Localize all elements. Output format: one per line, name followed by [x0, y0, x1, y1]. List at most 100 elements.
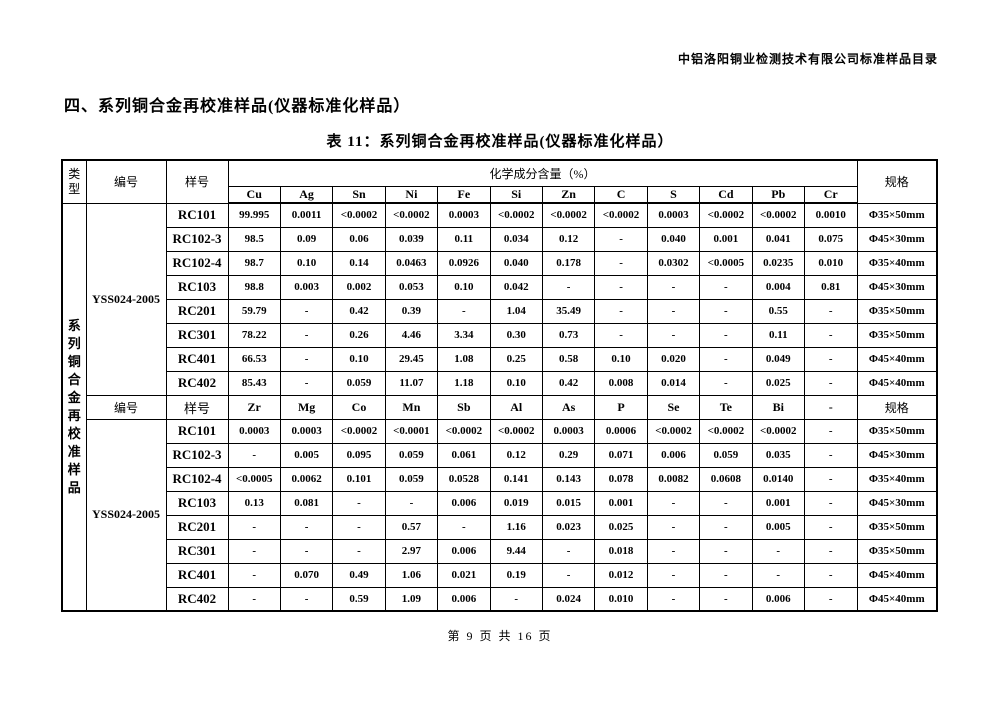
value-cell: -	[699, 346, 753, 372]
value-cell: -	[751, 562, 805, 588]
value-cell: -	[699, 370, 753, 396]
value-cell: 0.0463	[384, 250, 439, 276]
value-cell: 0.020	[646, 346, 701, 372]
table-body: 类 型编号 样号 化学成分含量（%） 规格 Cu Ag Sn Ni Fe Si Zn C S Cd Pb Cr…	[61, 159, 938, 612]
value-cell: 0.024	[541, 586, 596, 612]
value-cell: -	[227, 538, 281, 564]
value-cell: 0.06	[332, 226, 386, 252]
sample-id-cell: RC102-3	[165, 226, 229, 252]
value-cell: 0.0082	[646, 466, 701, 492]
value-cell: -	[594, 274, 648, 300]
value-cell: 0.014	[646, 370, 701, 396]
sample-id-cell: RC301	[165, 322, 229, 348]
corner-header: 中铝洛阳铜业检测技术有限公司标准样品目录	[677, 52, 938, 66]
sample-id-cell: RC101	[165, 202, 229, 228]
type-label-char: 系	[67, 317, 81, 333]
value-cell: 0.0010	[803, 202, 858, 228]
value-cell: 0.004	[751, 274, 805, 300]
value-cell: 0.141	[489, 466, 543, 492]
value-cell: -	[437, 298, 491, 324]
id-header-cell: 编号	[85, 394, 167, 420]
value-cell: 0.039	[384, 226, 439, 252]
value-cell: 0.015	[541, 490, 596, 516]
composition-table: 类 型编号 样号 化学成分含量（%） 规格 Cu Ag Sn Ni Fe Si Zn C S Cd Pb Cr…	[61, 159, 938, 612]
type-label-char: 铜	[67, 353, 81, 369]
value-cell: -	[594, 322, 648, 348]
value-cell: 0.070	[279, 562, 334, 588]
value-cell: -	[646, 538, 701, 564]
value-cell: 0.042	[489, 274, 543, 300]
sample-id-cell: RC402	[165, 370, 229, 396]
value-cell: -	[646, 274, 701, 300]
sample-id-cell: RC301	[165, 538, 229, 564]
value-cell: 1.08	[437, 346, 491, 372]
value-cell: -	[803, 514, 858, 540]
value-cell: 98.5	[227, 226, 281, 252]
value-cell: -	[646, 586, 701, 612]
value-cell: -	[803, 298, 858, 324]
value-cell: -	[594, 226, 648, 252]
value-cell: -	[803, 586, 858, 612]
value-cell: -	[803, 370, 858, 396]
value-cell: 0.10	[279, 250, 334, 276]
spec-cell: Φ45×40mm	[856, 586, 938, 612]
value-cell: -	[541, 538, 596, 564]
spec-cell: Φ45×40mm	[856, 562, 938, 588]
value-cell: 0.025	[594, 514, 648, 540]
sample-header-cell: 样号	[165, 394, 229, 420]
value-cell: 0.12	[489, 442, 543, 468]
sample-id-cell: RC201	[165, 514, 229, 540]
value-cell: 0.010	[803, 250, 858, 276]
value-cell: 0.005	[751, 514, 805, 540]
value-cell: 0.018	[594, 538, 648, 564]
section-heading: 四、系列铜合金再校准样品(仪器标准化样品）	[64, 98, 411, 115]
value-cell: 0.49	[332, 562, 386, 588]
value-cell: -	[594, 298, 648, 324]
value-cell: -	[489, 586, 543, 612]
sample-id-cell: RC103	[165, 274, 229, 300]
value-cell: 0.0003	[227, 418, 281, 444]
value-cell: 0.008	[594, 370, 648, 396]
element-header-cell: Ni	[384, 185, 439, 204]
value-cell: 0.39	[384, 298, 439, 324]
value-cell: 98.8	[227, 274, 281, 300]
spec-cell: Φ35×50mm	[856, 322, 938, 348]
value-cell: -	[699, 322, 753, 348]
value-cell: 0.001	[699, 226, 753, 252]
spec-cell: Φ35×50mm	[856, 298, 938, 324]
value-cell: 0.010	[594, 586, 648, 612]
value-cell: -	[803, 418, 858, 444]
value-cell: 0.035	[751, 442, 805, 468]
value-cell: 0.021	[437, 562, 491, 588]
sample-id-cell: RC201	[165, 298, 229, 324]
value-cell: -	[541, 274, 596, 300]
batch-id-cell: YSS024-2005	[85, 418, 167, 612]
value-cell: 0.025	[751, 370, 805, 396]
value-cell: 0.059	[384, 442, 439, 468]
value-cell: 0.005	[279, 442, 334, 468]
value-cell: -	[279, 298, 334, 324]
spec-cell: Φ45×40mm	[856, 346, 938, 372]
value-cell: 0.0140	[751, 466, 805, 492]
value-cell: 0.59	[332, 586, 386, 612]
id-header-cell: 编号	[85, 159, 167, 204]
sample-id-cell: RC401	[165, 346, 229, 372]
element-header-cell: Cu	[227, 185, 281, 204]
element-header-cell: Mn	[384, 394, 439, 420]
value-cell: 0.25	[489, 346, 543, 372]
spec-cell: Φ45×30mm	[856, 442, 938, 468]
spec-cell: Φ35×50mm	[856, 514, 938, 540]
value-cell: -	[803, 538, 858, 564]
type-label-char: 品	[67, 479, 81, 495]
type-label-char: 金	[67, 389, 81, 405]
value-cell: 0.095	[332, 442, 386, 468]
sample-id-cell: RC103	[165, 490, 229, 516]
spec-cell: Φ35×50mm	[856, 538, 938, 564]
value-cell: <0.0002	[437, 418, 491, 444]
value-cell: -	[279, 514, 334, 540]
value-cell: <0.0002	[594, 202, 648, 228]
value-cell: 0.075	[803, 226, 858, 252]
element-header-cell: Bi	[751, 394, 805, 420]
value-cell: <0.0001	[384, 418, 439, 444]
